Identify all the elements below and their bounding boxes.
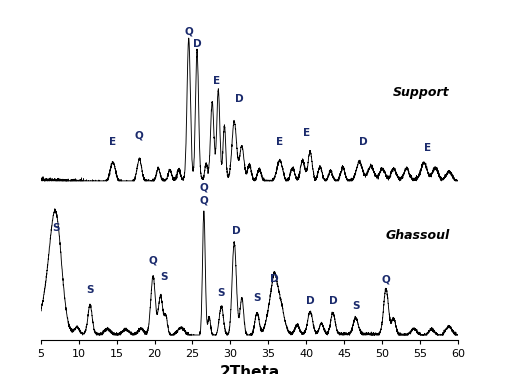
Text: S: S <box>87 285 94 295</box>
Text: D: D <box>193 39 202 49</box>
Text: S: S <box>160 272 167 282</box>
Text: S: S <box>52 224 60 233</box>
Text: Q: Q <box>200 183 208 193</box>
Text: E: E <box>424 143 431 153</box>
X-axis label: 2Theta: 2Theta <box>219 365 279 374</box>
Text: E: E <box>303 128 310 138</box>
Text: D: D <box>329 295 337 306</box>
Text: D: D <box>270 274 279 284</box>
Text: S: S <box>352 301 359 311</box>
Text: Q: Q <box>149 255 157 266</box>
Text: D: D <box>359 137 367 147</box>
Text: Q: Q <box>200 196 208 205</box>
Text: E: E <box>276 137 284 147</box>
Text: Support: Support <box>393 86 450 99</box>
Text: D: D <box>235 94 244 104</box>
Text: S: S <box>253 293 261 303</box>
Text: E: E <box>109 137 117 147</box>
Text: E: E <box>213 76 220 86</box>
Text: D: D <box>232 226 241 236</box>
Text: Q: Q <box>135 131 144 141</box>
Text: Ghassoul: Ghassoul <box>385 229 450 242</box>
Text: D: D <box>306 295 315 306</box>
Text: Q: Q <box>382 274 390 284</box>
Text: Q: Q <box>184 27 193 37</box>
Text: S: S <box>217 288 225 298</box>
